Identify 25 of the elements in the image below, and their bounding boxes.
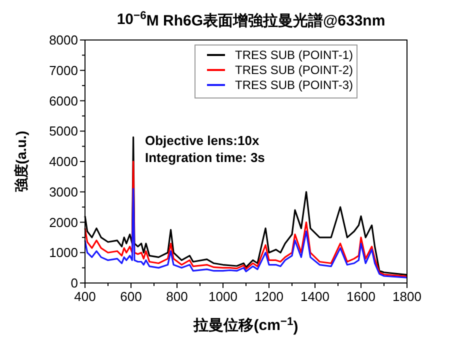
x-tick-label: 800 <box>166 289 188 304</box>
annotation: Integration time: 3s <box>145 150 265 165</box>
y-tick-label: 7000 <box>49 62 78 78</box>
x-tick-label: 1400 <box>300 289 330 304</box>
y-tick-label: 8000 <box>49 32 78 48</box>
x-tick-label: 600 <box>120 289 142 304</box>
annotation: Objective lens:10x <box>145 133 260 148</box>
y-tick-label: 6000 <box>49 93 78 108</box>
y-tick-label: 3000 <box>49 184 78 200</box>
x-tick-label: 1000 <box>208 289 238 304</box>
x-axis-title: 拉曼位移(cm$^{−1}$) <box>192 316 298 336</box>
y-tick-label: 0 <box>70 276 78 290</box>
y-tick-label: 1000 <box>49 245 78 260</box>
legend-label: TRES SUB (POINT-3) <box>235 78 354 92</box>
y-tick-label: 5000 <box>49 124 78 139</box>
legend-label: TRES SUB (POINT-2) <box>235 63 354 77</box>
x-tick-label: 1600 <box>346 289 376 304</box>
chart-title: 10$^{−6}$M Rh6G表面增強拉曼光譜@633nm <box>116 10 386 30</box>
y-tick-label: 2000 <box>49 214 78 230</box>
y-axis-title: 強度(a.u.) <box>13 130 29 192</box>
y-tick-label: 4000 <box>49 154 78 169</box>
x-tick-label: 1800 <box>392 289 422 304</box>
x-tick-label: 400 <box>74 289 96 304</box>
x-tick-label: 1200 <box>254 289 284 304</box>
legend-label: TRES SUB (POINT-1) <box>235 48 354 62</box>
